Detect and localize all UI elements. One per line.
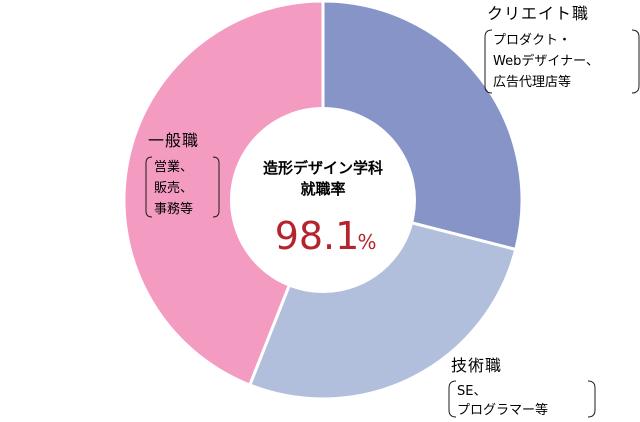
bracket-right-tech bbox=[587, 380, 596, 418]
bracket-right-create bbox=[631, 29, 640, 94]
bracket-left-create bbox=[484, 29, 493, 94]
bracket-right-general bbox=[212, 156, 220, 218]
slice-detail-general-1: 営業、 bbox=[154, 159, 193, 175]
slice-label-general: 一般職 bbox=[148, 131, 199, 150]
slice-label-tech: 技術職 bbox=[451, 356, 502, 375]
slice-detail-tech-1: SE、 bbox=[457, 384, 486, 399]
slice-detail-tech-2: プログラマー等 bbox=[457, 402, 548, 418]
center-rate-value: 98.1 bbox=[275, 214, 360, 258]
slice-detail-create-1: プロダクト・ bbox=[493, 33, 571, 48]
slice-detail-create-2: Webデザイナー、 bbox=[493, 53, 599, 69]
slice-general bbox=[122, 0, 325, 387]
donut-hole bbox=[230, 107, 416, 293]
bracket-left-tech bbox=[448, 380, 457, 418]
slice-detail-create-3: 広告代理店等 bbox=[493, 74, 571, 90]
center-rate-unit: % bbox=[357, 230, 376, 254]
slice-detail-general-3: 事務等 bbox=[154, 201, 193, 217]
slice-detail-general-2: 販売、 bbox=[154, 180, 193, 196]
slice-label-create: クリエイト職 bbox=[487, 4, 589, 23]
bracket-left-general bbox=[145, 156, 153, 218]
center-title-line2: 就職率 bbox=[300, 180, 345, 198]
center-title-line1: 造形デザイン学科 bbox=[263, 159, 383, 177]
